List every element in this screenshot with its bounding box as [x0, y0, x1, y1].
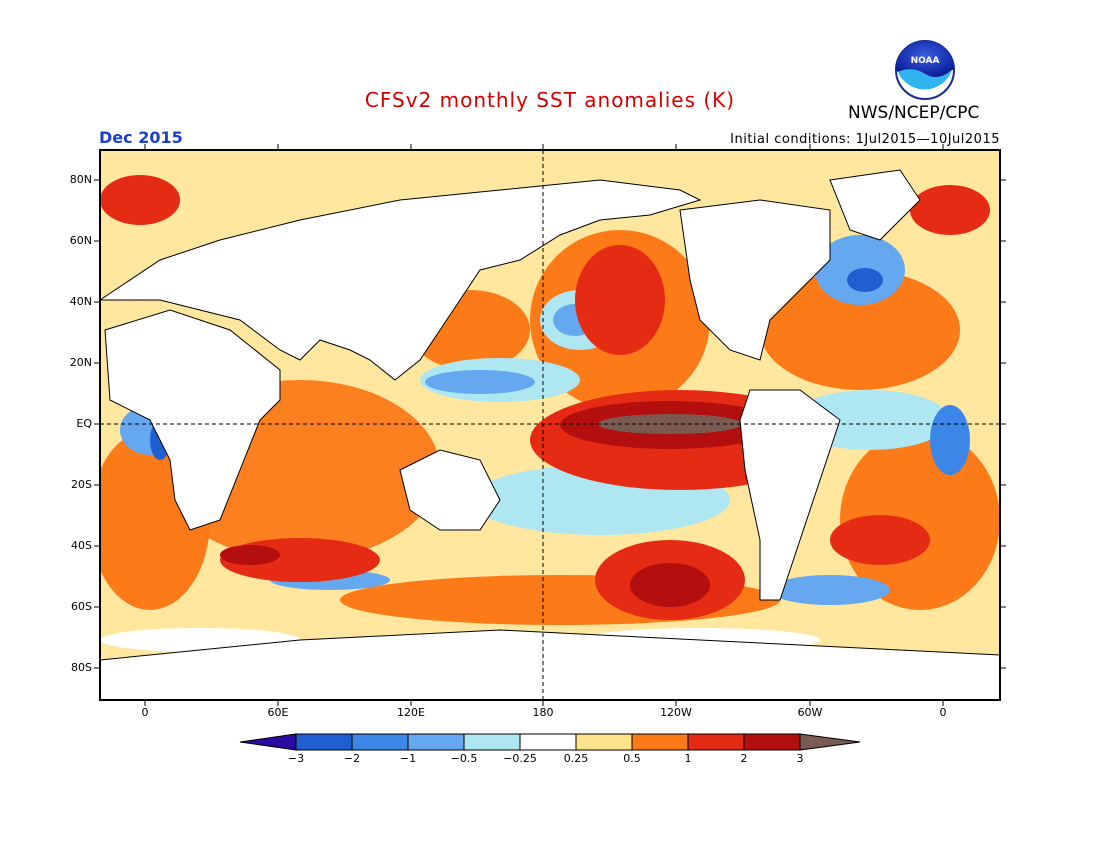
lon-label: 180: [532, 706, 554, 719]
map-title: CFSv2 monthly SST anomalies (K): [364, 88, 736, 112]
lat-label: 80S: [71, 661, 92, 674]
noaa-logo-text: NOAA: [911, 56, 940, 66]
colorbar-segment: [295, 733, 353, 751]
colorbar-segment: [575, 733, 633, 751]
lat-label: 40N: [69, 295, 92, 308]
colorbar-label: −2: [343, 752, 361, 765]
noaa-logo: NOAA: [895, 40, 955, 100]
colorbar-segment: [463, 733, 521, 751]
lon-label: 0: [939, 706, 947, 719]
colorbar-segment: [687, 733, 745, 751]
colorbar-segment: [239, 733, 297, 751]
lon-label: 120E: [397, 706, 425, 719]
colorbar-label: 1: [684, 752, 692, 765]
colorbar-segment: [743, 733, 801, 751]
map-frame: [99, 149, 1001, 701]
initial-conditions: Initial conditions: 1Jul2015—10Jul2015: [730, 132, 1000, 147]
lat-label: EQ: [76, 417, 92, 430]
sst-anomaly-field: [100, 150, 1000, 700]
colorbar-segment: [351, 733, 409, 751]
lon-label: 120W: [660, 706, 692, 719]
lon-label: 60E: [267, 706, 289, 719]
colorbar-segment: [799, 733, 861, 751]
colorbar-label: −1: [399, 752, 417, 765]
lat-label: 20S: [71, 478, 92, 491]
axis-ticks: [94, 144, 1006, 706]
lat-label: 20N: [69, 356, 92, 369]
lat-label: 60N: [69, 234, 92, 247]
colorbar-label: 2: [740, 752, 748, 765]
colorbar-label: −0.25: [503, 752, 537, 765]
lat-label: 80N: [69, 173, 92, 186]
colorbar-label: −0.5: [450, 752, 478, 765]
colorbar-label: 0.25: [563, 752, 589, 765]
colorbar-segment: [631, 733, 689, 751]
lat-label: 40S: [71, 539, 92, 552]
colorbar-label: 3: [796, 752, 804, 765]
agency-label: NWS/NCEP/CPC: [848, 103, 980, 123]
lon-label: 60W: [797, 706, 823, 719]
lat-label: 60S: [71, 600, 92, 613]
continents: [100, 169, 1000, 700]
colorbar-segment: [407, 733, 465, 751]
colorbar-label: −3: [287, 752, 305, 765]
forecast-month: Dec 2015: [99, 128, 183, 147]
colorbar-label: 0.5: [623, 752, 641, 765]
colorbar-segment: [519, 733, 577, 751]
lon-label: 0: [141, 706, 149, 719]
colorbar: [239, 733, 861, 751]
